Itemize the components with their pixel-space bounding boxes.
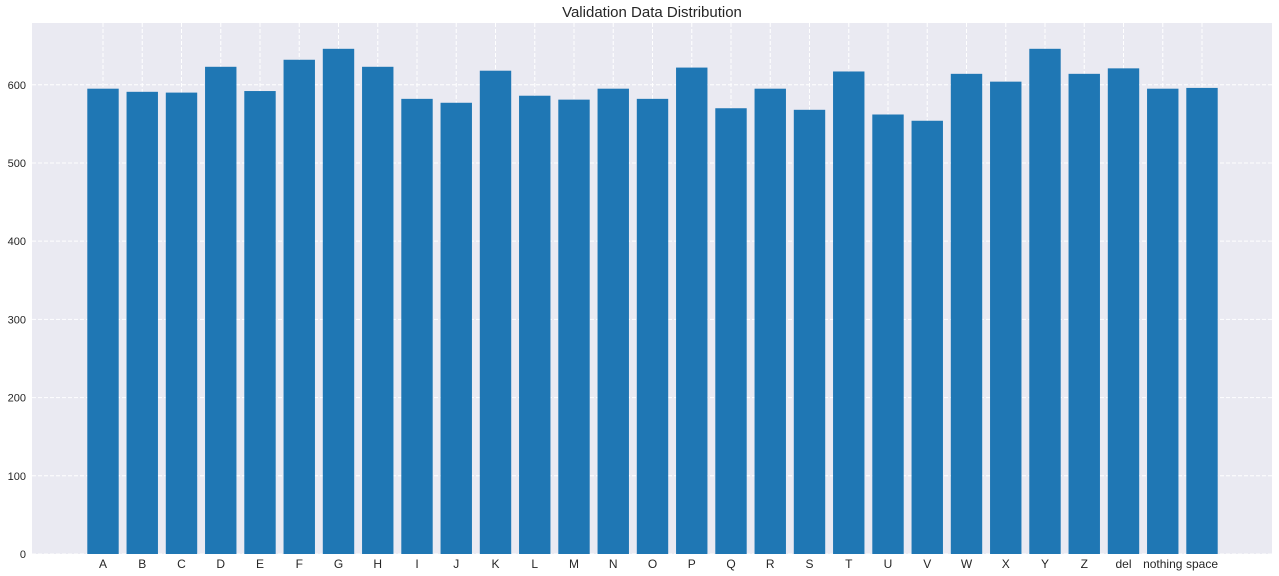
x-tick-label: M bbox=[569, 557, 579, 571]
y-tick-label: 0 bbox=[20, 549, 26, 561]
x-tick-label: nothing bbox=[1143, 557, 1182, 571]
y-tick-label: 300 bbox=[8, 314, 26, 326]
bar-R bbox=[754, 88, 786, 554]
x-tick-label: E bbox=[256, 557, 264, 571]
y-tick-label: 500 bbox=[8, 158, 26, 170]
x-tick-label: I bbox=[415, 557, 418, 571]
x-tick-label: V bbox=[923, 557, 931, 571]
bar-I bbox=[401, 98, 433, 554]
bar-H bbox=[362, 66, 394, 554]
bar-C bbox=[165, 92, 198, 554]
bar-X bbox=[990, 81, 1022, 554]
x-tick-label: J bbox=[453, 557, 459, 571]
chart-title: Validation Data Distribution bbox=[562, 4, 742, 21]
bar-Q bbox=[715, 108, 747, 555]
x-tick-label: D bbox=[216, 557, 225, 571]
y-tick-label: 100 bbox=[8, 471, 26, 483]
bar-O bbox=[636, 98, 669, 554]
bar-U bbox=[872, 114, 904, 554]
x-tick-label: A bbox=[99, 557, 107, 571]
x-tick-label: N bbox=[609, 557, 618, 571]
x-tick-label: R bbox=[766, 557, 775, 571]
bar-P bbox=[676, 67, 708, 555]
x-tick-label: Q bbox=[726, 557, 735, 571]
y-tick-label: 200 bbox=[8, 393, 26, 405]
x-tick-label: U bbox=[884, 557, 893, 571]
bar-S bbox=[793, 109, 826, 554]
bar-K bbox=[479, 70, 512, 554]
y-tick-label: 600 bbox=[8, 80, 26, 92]
x-tick-label: space bbox=[1186, 557, 1218, 571]
x-tick-label: T bbox=[845, 557, 853, 571]
bar-Z bbox=[1068, 73, 1100, 555]
bar-space bbox=[1186, 87, 1218, 554]
bar-L bbox=[519, 95, 551, 555]
x-tick-label: F bbox=[296, 557, 303, 571]
x-tick-label: C bbox=[177, 557, 186, 571]
x-tick-label: P bbox=[688, 557, 696, 571]
x-tick-label: H bbox=[373, 557, 382, 571]
x-tick-label: K bbox=[491, 557, 499, 571]
bar-D bbox=[205, 66, 237, 554]
x-tick-label: W bbox=[961, 557, 973, 571]
bar-V bbox=[911, 120, 943, 554]
x-tick-label: X bbox=[1002, 557, 1010, 571]
y-tick-label: 400 bbox=[8, 236, 26, 248]
bar-W bbox=[950, 73, 983, 555]
bar-Y bbox=[1029, 48, 1061, 554]
x-tick-label: O bbox=[648, 557, 657, 571]
bar-J bbox=[440, 102, 472, 554]
x-tick-label: Z bbox=[1081, 557, 1088, 571]
bar-T bbox=[833, 71, 865, 554]
x-tick-label: L bbox=[531, 557, 538, 571]
x-tick-label: Y bbox=[1041, 557, 1049, 571]
bar-G bbox=[322, 48, 355, 554]
bar-B bbox=[126, 91, 158, 554]
bar-nothing bbox=[1147, 88, 1179, 554]
bar-M bbox=[558, 99, 590, 555]
x-tick-label: del bbox=[1115, 557, 1131, 571]
x-tick-label: G bbox=[334, 557, 343, 571]
bar-A bbox=[87, 88, 119, 554]
bar-E bbox=[244, 91, 276, 555]
bar-N bbox=[597, 88, 629, 554]
x-tick-label: B bbox=[138, 557, 146, 571]
bar-del bbox=[1107, 68, 1140, 554]
bar-F bbox=[283, 59, 315, 554]
x-tick-label: S bbox=[805, 557, 813, 571]
